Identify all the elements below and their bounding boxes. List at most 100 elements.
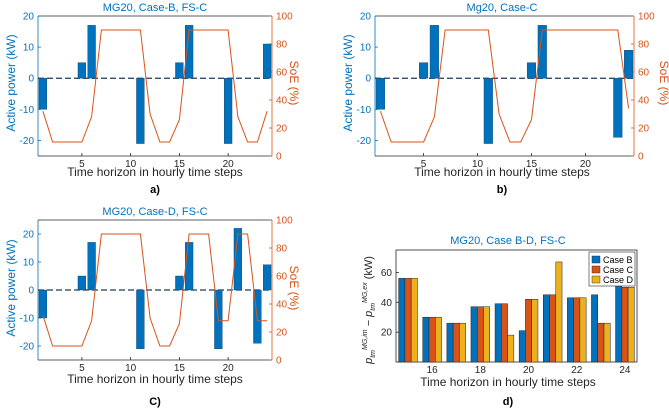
panel-a-xlabel: Time horizon in hourly time steps — [67, 165, 243, 179]
legend-label: Case C — [603, 265, 634, 275]
case-bar — [453, 323, 459, 362]
legend-label: Case D — [603, 275, 634, 285]
y2-tick-label: 80 — [276, 244, 288, 255]
power-bar — [484, 78, 493, 143]
power-bar — [419, 63, 428, 79]
case-bar — [501, 304, 507, 362]
x-tick-label: 15 — [526, 159, 538, 170]
x-tick-label: 10 — [125, 159, 137, 170]
case-bar — [483, 307, 489, 362]
case-bar — [616, 286, 622, 362]
case-bar — [459, 323, 465, 362]
y2-tick-label: 80 — [638, 40, 650, 51]
x-tick-label: 20 — [223, 363, 235, 374]
legend-swatch — [592, 256, 600, 263]
case-bar — [598, 323, 604, 362]
x-tick-label: 5 — [79, 159, 85, 170]
y-tick-label: 10 — [23, 258, 35, 269]
y2-tick-label: 20 — [638, 124, 650, 135]
y-tick-label: 10 — [23, 43, 35, 54]
legend-swatch — [592, 276, 600, 283]
y-tick-label: -10 — [357, 105, 372, 116]
panel-b-xlabel: Time horizon in hourly time steps — [414, 165, 590, 179]
y2-tick-label: 40 — [276, 96, 288, 107]
case-bar — [574, 298, 580, 362]
case-bar — [556, 262, 562, 362]
y-tick-label: -10 — [20, 105, 35, 116]
y-tick-label: -20 — [357, 136, 372, 147]
case-bar — [429, 317, 435, 362]
panel-a-title: MG20, Case-B, FS-C — [103, 2, 208, 14]
power-bar — [376, 78, 385, 109]
power-bar — [263, 44, 271, 78]
x-tick-label: 24 — [619, 365, 631, 376]
y2-tick-label: 100 — [276, 12, 293, 23]
case-bar — [495, 304, 501, 362]
power-bar — [39, 78, 47, 109]
case-bar — [519, 331, 525, 362]
panel-a-ylabel: Active power (kW) — [4, 34, 18, 131]
case-bar — [628, 287, 634, 362]
x-tick-label: 18 — [475, 365, 487, 376]
x-tick-label: 10 — [125, 363, 137, 374]
case-bar — [580, 298, 586, 362]
y2-tick-label: 100 — [638, 12, 655, 23]
panel-d-ylabel: ptmMG,im − ptmMG,ex (kW) — [362, 256, 377, 365]
panel-c-y2label: SoE (%) — [287, 266, 301, 311]
power-bar — [175, 63, 183, 79]
x-tick-label: 5 — [79, 363, 85, 374]
panel-c-label: C) — [149, 396, 161, 408]
power-bar — [185, 242, 193, 290]
y-tick-label: 0 — [28, 286, 34, 297]
y-tick-label: 20 — [23, 230, 35, 241]
legend-swatch — [592, 266, 600, 273]
y2-tick-label: 80 — [276, 40, 288, 51]
panel-b-label: b) — [497, 184, 508, 196]
panel-d: MG20, Case B-D, FS-C ptmMG,im − ptmMG,ex… — [362, 235, 637, 408]
case-bar — [543, 295, 549, 362]
panel-c-xlabel: Time horizon in hourly time steps — [67, 372, 243, 386]
x-tick-label: 20 — [580, 159, 592, 170]
power-bar — [78, 276, 86, 290]
case-bar — [447, 323, 453, 362]
y-tick-label: -20 — [20, 136, 35, 147]
case-bar — [423, 317, 429, 362]
y2-tick-label: 20 — [276, 124, 288, 135]
case-bar — [567, 298, 573, 362]
y-tick-label: -20 — [20, 342, 35, 353]
power-bar — [224, 78, 232, 143]
x-tick-label: 10 — [472, 159, 484, 170]
panel-c: MG20, Case-D, FS-C Active power (kW) SoE… — [4, 206, 301, 408]
panel-d-title: MG20, Case B-D, FS-C — [450, 235, 566, 247]
y-tick-label: 20 — [360, 12, 372, 23]
case-bar — [477, 307, 483, 362]
power-bar — [39, 290, 47, 318]
power-bar — [78, 63, 86, 79]
x-tick-label: 22 — [571, 365, 583, 376]
panel-a-label: a) — [150, 184, 160, 196]
panel-c-title: MG20, Case-D, FS-C — [102, 206, 207, 218]
case-bar — [508, 335, 514, 362]
panel-c-plot: 5 10 15 20-20-1001020020406080100 — [20, 216, 294, 375]
case-bar — [435, 317, 441, 362]
power-bar — [263, 265, 271, 290]
svg-text:ptmMG,im − ptmMG,ex (kW): ptmMG,im − ptmMG,ex (kW) — [362, 256, 377, 365]
y2-tick-label: 20 — [276, 328, 288, 339]
soe-line — [380, 30, 628, 142]
panel-a-y2label: SoE (%) — [287, 61, 301, 106]
panel-a: MG20, Case-B, FS-C Active power (kW) SoE… — [4, 2, 301, 196]
y-tick-label: 0 — [365, 74, 371, 85]
y2-tick-label: 40 — [638, 96, 650, 107]
power-bar — [136, 78, 144, 143]
y2-tick-label: 0 — [276, 356, 282, 367]
power-bar — [88, 242, 96, 290]
x-tick-label: 5 — [421, 159, 427, 170]
case-bar — [532, 299, 538, 362]
y-tick-label: 0 — [28, 74, 34, 85]
panel-d-xlabel: Time horizon in hourly time steps — [420, 375, 596, 389]
y-tick-label: 10 — [360, 43, 372, 54]
y-tick-label: -10 — [20, 314, 35, 325]
y-tick-label: 20 — [23, 12, 35, 23]
